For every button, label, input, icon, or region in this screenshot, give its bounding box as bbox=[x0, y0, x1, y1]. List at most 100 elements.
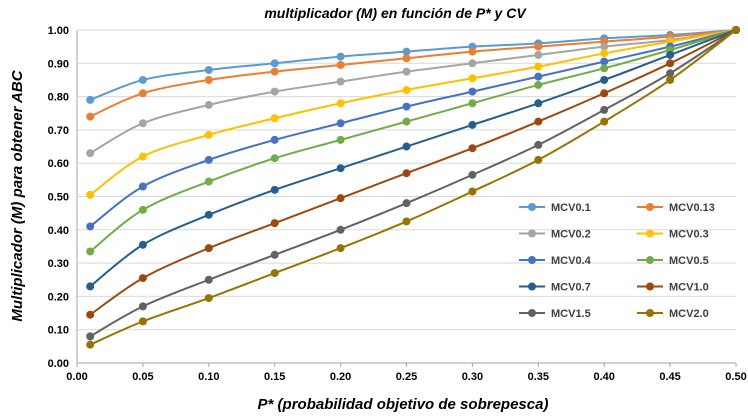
data-point bbox=[336, 135, 345, 144]
data-point bbox=[666, 50, 675, 59]
data-point bbox=[468, 87, 477, 96]
data-point bbox=[402, 85, 411, 94]
legend-item: MCV1.5 bbox=[519, 308, 591, 320]
data-point bbox=[534, 140, 543, 149]
legend-item: MCV1.0 bbox=[637, 282, 709, 294]
data-point bbox=[270, 114, 279, 123]
legend-item: MCV0.13 bbox=[637, 202, 715, 214]
data-point bbox=[534, 155, 543, 164]
legend-item: MCV0.2 bbox=[519, 229, 591, 241]
data-point bbox=[666, 75, 675, 84]
legend-label: MCV0.3 bbox=[669, 229, 709, 241]
data-point bbox=[138, 205, 147, 214]
data-point bbox=[270, 59, 279, 68]
data-point bbox=[86, 190, 95, 199]
x-tick-labels: 0.00 0.05 0.10 0.15 0.20 0.25 0.30 0.35 0.40 0.45… bbox=[66, 371, 746, 383]
x-tick-label: 0.25 bbox=[396, 371, 417, 383]
series-lines bbox=[86, 26, 740, 349]
legend-label: MCV0.2 bbox=[551, 229, 591, 241]
y-tick-label: 0.40 bbox=[48, 225, 69, 237]
data-point bbox=[468, 59, 477, 68]
y-tick-label: 0.10 bbox=[48, 325, 69, 337]
data-point bbox=[468, 99, 477, 108]
data-point bbox=[468, 170, 477, 179]
legend-swatch-marker bbox=[646, 256, 654, 264]
data-point bbox=[204, 65, 213, 74]
series-MCV2.0 bbox=[86, 26, 740, 349]
x-tick-label: 0.30 bbox=[462, 371, 483, 383]
y-tick-label: 0.70 bbox=[48, 125, 69, 137]
x-tick-label: 0.40 bbox=[593, 371, 614, 383]
gridlines bbox=[77, 29, 736, 331]
y-tick-label: 0.90 bbox=[48, 58, 69, 70]
legend-swatch-marker bbox=[646, 309, 654, 317]
data-point bbox=[86, 340, 95, 349]
legend-swatch-marker bbox=[528, 203, 536, 211]
legend-swatch-marker bbox=[646, 229, 654, 238]
data-point bbox=[732, 26, 740, 34]
data-point bbox=[336, 244, 345, 253]
data-point bbox=[204, 210, 213, 219]
data-point bbox=[270, 67, 279, 76]
data-point bbox=[468, 47, 477, 56]
data-point bbox=[336, 194, 345, 203]
legend-item: MCV0.1 bbox=[519, 202, 591, 214]
legend-label: MCV2.0 bbox=[669, 308, 709, 320]
data-point bbox=[336, 52, 345, 61]
legend-label: MCV0.1 bbox=[551, 202, 591, 214]
data-point bbox=[138, 75, 147, 84]
data-point bbox=[204, 177, 213, 186]
data-point bbox=[270, 135, 279, 144]
data-point bbox=[270, 154, 279, 163]
y-tick-labels: 0.00 0.10 0.20 0.30 0.40 0.50 0.60 0.70 0.80 0.90… bbox=[48, 25, 69, 370]
data-point bbox=[138, 182, 147, 191]
data-point bbox=[534, 42, 543, 51]
legend-item: MCV0.5 bbox=[637, 255, 709, 267]
data-point bbox=[402, 102, 411, 111]
x-tick-label: 0.15 bbox=[264, 371, 285, 383]
data-point bbox=[336, 119, 345, 128]
data-point bbox=[336, 77, 345, 86]
data-point bbox=[468, 120, 477, 129]
data-point bbox=[138, 302, 147, 311]
data-point bbox=[336, 60, 345, 69]
legend-swatch-marker bbox=[646, 282, 654, 291]
data-point bbox=[600, 42, 609, 51]
data-point bbox=[204, 294, 213, 303]
data-point bbox=[534, 50, 543, 59]
legend-item: MCV0.7 bbox=[519, 282, 591, 294]
legend-swatch-marker bbox=[528, 282, 536, 291]
data-point bbox=[600, 57, 609, 66]
data-point bbox=[336, 164, 345, 173]
y-axis-title: Multiplicador (M) para obtener ABC bbox=[9, 69, 26, 321]
data-point bbox=[86, 222, 95, 231]
data-point bbox=[600, 49, 609, 58]
data-point bbox=[534, 117, 543, 126]
data-point bbox=[86, 112, 95, 121]
y-tick-label: 0.50 bbox=[48, 192, 69, 204]
series-line bbox=[89, 29, 737, 288]
x-axis-title: P* (probabilidad objetivo de sobrepesca) bbox=[258, 396, 549, 413]
legend: MCV0.1 MCV0.13 MCV0.2 MCV0.3 MCV0.4 MCV0.5 MCV… bbox=[519, 202, 715, 320]
data-point bbox=[270, 250, 279, 259]
legend-label: MCV0.4 bbox=[551, 255, 592, 267]
data-point bbox=[534, 99, 543, 108]
x-tick-label: 0.05 bbox=[132, 371, 153, 383]
data-point bbox=[86, 282, 95, 291]
data-point bbox=[600, 117, 609, 126]
x-tick-label: 0.00 bbox=[66, 371, 87, 383]
data-point bbox=[138, 152, 147, 161]
axes bbox=[76, 30, 737, 367]
y-tick-label: 0.30 bbox=[48, 258, 69, 270]
data-point bbox=[270, 219, 279, 228]
data-point bbox=[204, 75, 213, 84]
data-point bbox=[468, 144, 477, 153]
y-tick-label: 0.80 bbox=[48, 92, 69, 104]
data-point bbox=[534, 72, 543, 81]
data-point bbox=[600, 64, 609, 73]
legend-item: MCV0.3 bbox=[637, 229, 709, 241]
series-MCV0.7 bbox=[86, 26, 740, 291]
data-point bbox=[534, 62, 543, 71]
data-point bbox=[534, 80, 543, 89]
